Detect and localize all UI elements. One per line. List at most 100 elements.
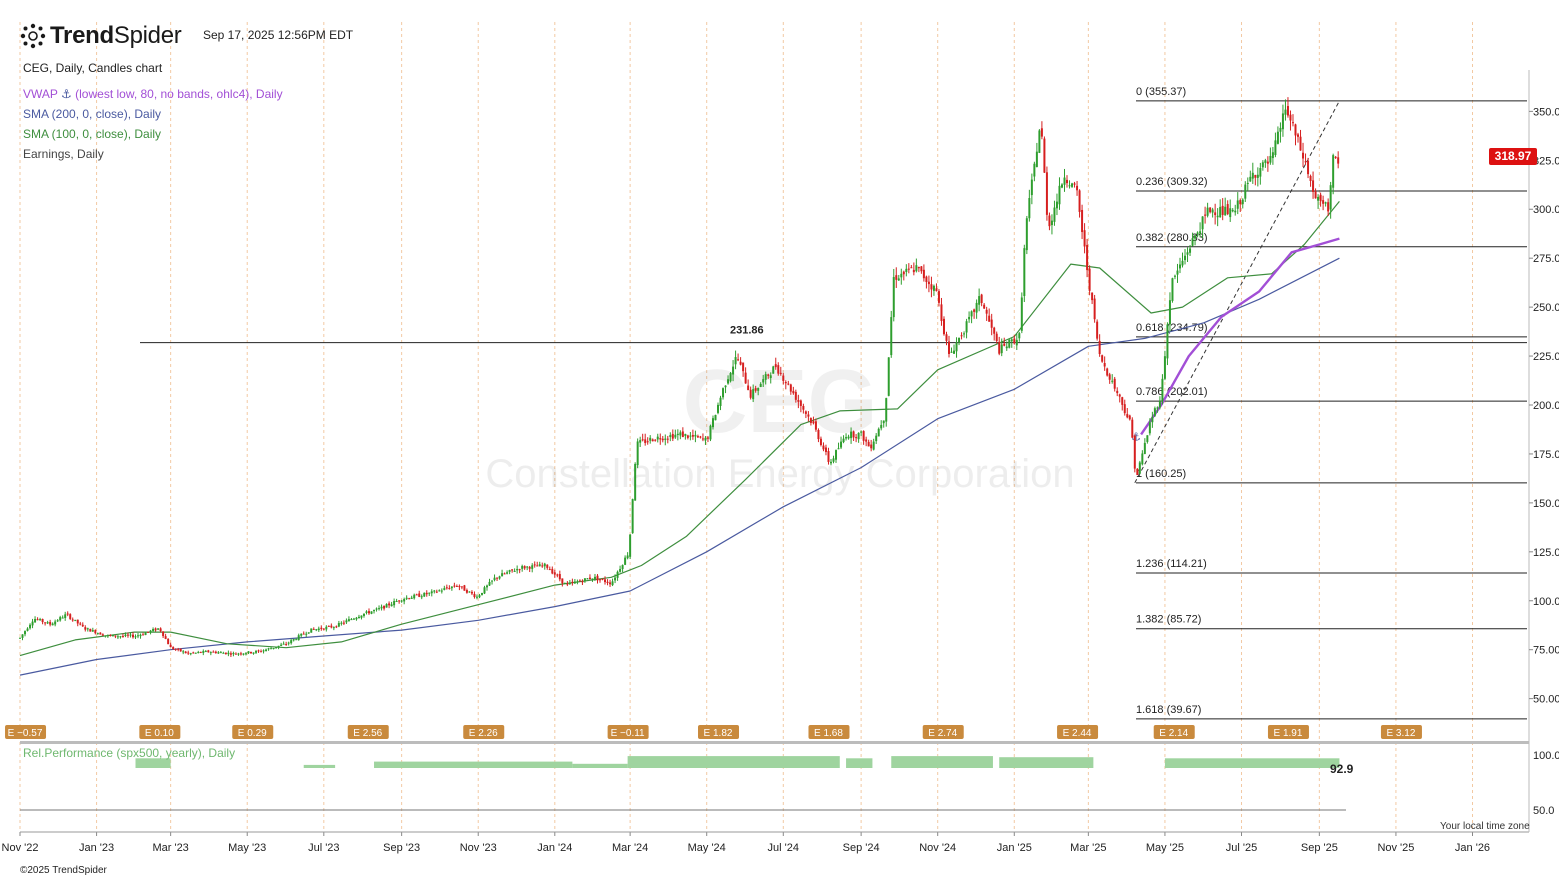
candle-body	[631, 499, 634, 534]
candle-body	[521, 566, 524, 569]
candle-body	[61, 617, 64, 619]
candle-body	[749, 389, 752, 398]
candle-body	[154, 628, 157, 631]
vwap-anchor-icon: ⚓	[1131, 431, 1141, 443]
candle-body	[1148, 422, 1151, 434]
candle-body	[837, 448, 840, 450]
candle-body	[430, 591, 433, 594]
earnings-badge	[1153, 725, 1195, 739]
candle-body	[1008, 339, 1011, 348]
candle-body	[395, 600, 398, 602]
timezone-label[interactable]: Your local time zone	[1440, 821, 1530, 832]
candle-body	[784, 381, 787, 384]
earnings-label: E 2.56	[353, 728, 382, 739]
candle-body	[895, 275, 898, 280]
spider-logo-icon	[20, 23, 46, 49]
candle-body	[179, 648, 182, 652]
candle-body	[204, 651, 207, 653]
candle-body	[29, 624, 32, 629]
candle-body	[458, 586, 461, 588]
x-tick-label: Sep '24	[843, 842, 880, 854]
legend-earnings[interactable]: Earnings, Daily	[23, 147, 104, 161]
x-tick-label: Nov '25	[1377, 842, 1414, 854]
fib-level-label: 1.382 (85.72)	[1136, 614, 1201, 626]
candle-body	[378, 608, 381, 610]
candle-body	[212, 651, 215, 653]
candle-body	[162, 631, 165, 637]
candle-body	[315, 629, 318, 631]
candle-body	[571, 581, 574, 583]
candle-body	[237, 653, 240, 655]
candle-body	[1113, 378, 1116, 389]
candle-body	[214, 651, 217, 654]
candle-body	[209, 652, 212, 654]
candle-body	[152, 629, 155, 631]
candle-body	[219, 652, 222, 654]
candle-body	[1246, 182, 1249, 184]
candle-body	[983, 304, 986, 309]
candle-body	[604, 579, 607, 583]
legend-sma200[interactable]: SMA (200, 0, close), Daily	[23, 107, 162, 121]
candle-body	[71, 619, 74, 621]
candle-body	[368, 611, 371, 614]
candle-body	[450, 586, 453, 589]
candle-body	[420, 596, 423, 598]
candle-body	[1111, 380, 1114, 382]
candle-body	[558, 574, 561, 580]
legend-sma100[interactable]: SMA (100, 0, close), Daily	[23, 127, 162, 141]
candle-body	[89, 628, 92, 632]
candle-body	[307, 632, 310, 634]
candle-body	[1327, 202, 1330, 212]
candle-body	[182, 651, 185, 653]
candle-body	[948, 341, 951, 354]
candle-body	[285, 644, 288, 646]
candle-body	[1040, 128, 1043, 137]
candle-body	[860, 431, 863, 433]
y-tick-label: 200.00	[1533, 400, 1559, 412]
legend-title[interactable]: CEG, Daily, Candles chart	[23, 61, 163, 75]
candle-body	[636, 441, 639, 466]
candle-body	[953, 350, 956, 354]
candle-body	[327, 625, 330, 627]
earnings-badge	[698, 725, 740, 739]
earnings-badge	[1380, 725, 1422, 739]
candle-body	[1196, 232, 1199, 235]
fib-level-label: 1.618 (39.67)	[1136, 704, 1201, 716]
candle-body	[1045, 172, 1048, 215]
candle-body	[1304, 161, 1307, 163]
candle-body	[742, 362, 745, 372]
x-tick-label: Nov '23	[460, 842, 497, 854]
y-tick-label: 325.00	[1533, 155, 1559, 167]
candle-body	[1071, 183, 1074, 187]
candle-body	[305, 633, 308, 635]
candle-body	[706, 437, 709, 439]
candle-body	[711, 418, 714, 428]
candle-body	[596, 575, 599, 581]
candle-body	[114, 635, 117, 637]
candle-body	[1249, 176, 1252, 182]
candle-body	[1322, 200, 1325, 204]
candle-body	[164, 636, 167, 639]
candle-body	[69, 614, 72, 619]
candle-body	[764, 374, 767, 380]
x-tick-label: Sep '25	[1301, 842, 1338, 854]
candle-body	[1063, 177, 1066, 185]
candle-body	[1003, 343, 1006, 346]
candle-body	[197, 652, 200, 654]
candle-body	[1269, 155, 1272, 163]
candle-body	[282, 643, 285, 645]
candle-body	[1015, 339, 1018, 346]
brand-logo[interactable]: TrendSpider	[20, 22, 182, 50]
candle-body	[1216, 215, 1219, 218]
relperf-area	[303, 764, 336, 768]
candle-body	[704, 437, 707, 441]
candle-body	[491, 580, 494, 582]
legend-vwap[interactable]: VWAP ⚓ (lowest low, 80, no bands, ohlc4)…	[23, 87, 283, 101]
candle-body	[44, 622, 47, 624]
candle-body	[1028, 198, 1031, 219]
y-tick-label: 100.00	[1533, 596, 1559, 608]
candle-body	[732, 366, 735, 375]
candle-body	[1259, 168, 1262, 177]
candle-body	[403, 598, 406, 602]
